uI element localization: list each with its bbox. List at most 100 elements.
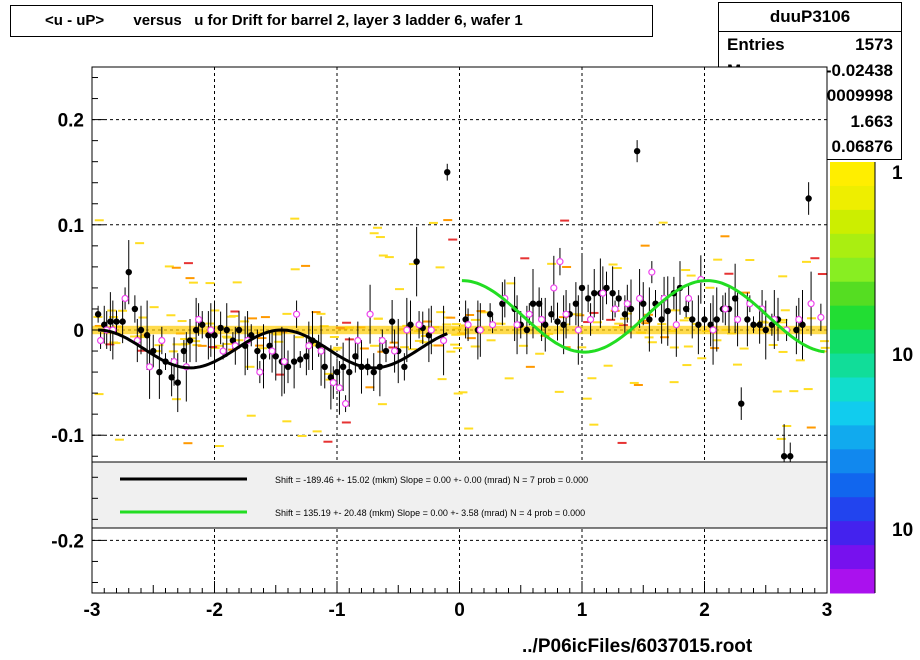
filled-point <box>199 321 206 328</box>
filled-point <box>566 311 573 318</box>
density-bin <box>686 274 696 277</box>
open-point <box>243 336 252 345</box>
stats-value: 0.06876 <box>831 137 893 156</box>
open-point <box>501 294 509 303</box>
open-point <box>366 310 374 318</box>
filled-point <box>474 326 482 334</box>
stats-name: duuP3106 <box>719 3 901 32</box>
density-bin <box>740 291 750 294</box>
density-bin <box>113 325 123 328</box>
open-point <box>121 294 129 303</box>
density-bin <box>679 319 689 322</box>
density-bin <box>311 311 321 314</box>
filled-point <box>211 332 218 339</box>
open-point <box>623 300 631 308</box>
filled-point <box>370 368 377 376</box>
density-bin <box>134 335 144 338</box>
density-bin <box>453 392 463 395</box>
density-bin <box>560 219 570 222</box>
density-bin <box>561 346 571 349</box>
density-bin <box>572 313 582 316</box>
density-bin <box>612 267 622 270</box>
open-point <box>103 326 111 334</box>
density-bin <box>681 269 691 272</box>
density-bin <box>94 219 104 222</box>
density-bin <box>697 357 707 360</box>
filled-point <box>713 316 720 323</box>
density-bin <box>414 339 424 342</box>
density-bin <box>610 309 620 312</box>
filled-point <box>382 347 390 355</box>
density-bin <box>378 254 388 257</box>
stats-row-entries: Entries 1573 <box>719 32 901 58</box>
density-bin <box>301 264 311 267</box>
color-scale-bin <box>830 162 875 187</box>
filled-point <box>180 347 188 355</box>
density-bin <box>112 325 122 328</box>
filled-point <box>205 332 212 339</box>
axes: -3 -2 -1 0 1 2 3 0.2 0.1 0 -0.1 -0.2 <box>51 66 832 621</box>
open-point <box>354 336 362 345</box>
density-bin <box>443 316 453 319</box>
open-point <box>427 326 435 334</box>
filled-point <box>241 342 249 349</box>
open-point <box>746 300 754 308</box>
density-bin <box>466 337 476 340</box>
density-bin <box>398 328 408 331</box>
density-bin <box>460 324 470 327</box>
density-bin <box>726 332 736 335</box>
filled-point <box>113 318 120 325</box>
filled-point <box>101 321 108 328</box>
density-bin <box>240 320 250 323</box>
filled-point <box>137 326 145 334</box>
filled-point <box>787 453 794 460</box>
density-bin <box>316 345 326 348</box>
density-bin <box>177 320 187 323</box>
stats-value: 1.663 <box>850 111 893 131</box>
open-point <box>182 363 190 371</box>
stats-value: -0.02438 <box>825 60 893 80</box>
density-bin <box>166 314 176 317</box>
filled-point <box>609 289 616 297</box>
y-tick-label: 0.1 <box>58 216 85 237</box>
density-bin <box>778 318 788 321</box>
density-bin <box>777 321 787 324</box>
fit-curve-1 <box>98 328 448 370</box>
open-point <box>537 315 546 324</box>
filled-point <box>793 326 800 334</box>
density-bin <box>647 341 657 344</box>
density-bin <box>806 426 816 429</box>
density-bin <box>820 346 830 349</box>
density-bin <box>577 346 587 349</box>
density-bin <box>297 434 307 437</box>
open-point <box>378 336 386 345</box>
density-bin <box>606 318 616 321</box>
density-bin <box>221 335 231 338</box>
legend-text-2: Shift = 135.19 +- 20.48 (mkm) Slope = 0.… <box>275 508 585 518</box>
filled-point <box>603 284 610 292</box>
density-bin <box>118 309 128 312</box>
filled-point <box>309 337 316 344</box>
density-bin <box>344 338 354 341</box>
density-bin <box>575 314 585 317</box>
density-bin <box>554 390 564 393</box>
filled-point <box>682 305 690 313</box>
density-bin <box>402 324 412 327</box>
density-bin <box>191 340 201 343</box>
density-bin <box>457 332 467 335</box>
x-tick-label: 2 <box>699 600 710 621</box>
density-bin <box>154 344 164 347</box>
density-bin <box>309 342 319 345</box>
y-tick-label: 0 <box>73 321 84 342</box>
plot-background <box>92 67 827 593</box>
density-bin <box>214 344 224 347</box>
open-point <box>390 347 399 355</box>
density-bin <box>818 350 828 353</box>
density-bin <box>622 312 632 315</box>
density-bin <box>795 359 805 362</box>
filled-point <box>266 342 273 349</box>
filled-point <box>229 337 237 344</box>
density-bin <box>633 383 643 386</box>
density-bin <box>274 340 284 343</box>
filled-point <box>542 321 549 328</box>
